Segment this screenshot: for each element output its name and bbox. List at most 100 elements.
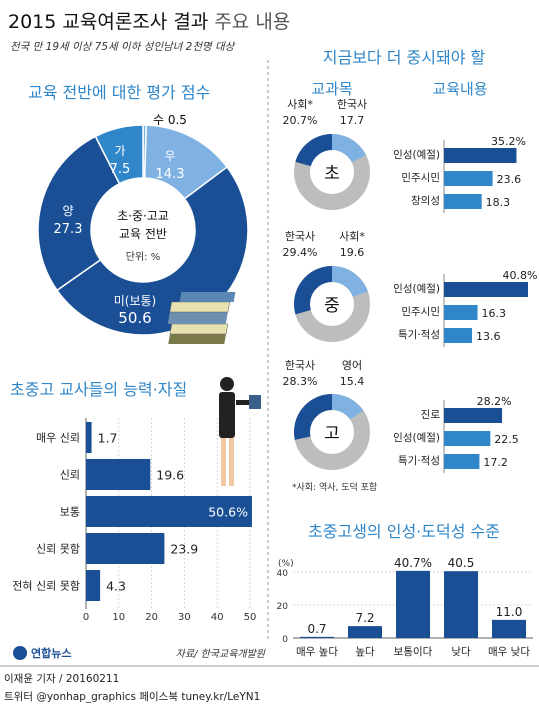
bar [300,636,334,638]
bar [444,571,478,638]
category-label: 보통 [60,506,80,519]
content-label: 민주시민 [401,306,440,318]
pie-slice-value: 7.5 [110,162,131,177]
y-tick-label: 0 [282,635,288,645]
bar [348,626,382,638]
page-subtitle: 전국 만 19세 이상 75세 이하 성인남녀 2천명 대상 [10,41,236,53]
content-label: 인성(예절) [393,282,440,295]
category-label: 매우 신뢰 [36,432,80,445]
content-value: 22.5 [494,433,518,446]
x-tick-label: 50 [244,612,257,623]
logo-icon [13,646,27,660]
donut-level-label: 초 [324,164,340,184]
teacher-bar-chart: 0 10 20 30 40 50 매우 신뢰 1.7 신뢰 19.6 보통 50.6% 신뢰 못함 23.… [12,418,256,623]
content-value: 40.8% [503,269,538,282]
source-text: 자료/ 한국교육개발원 [176,648,266,660]
category-label: 전혀 신뢰 못함 [12,580,80,593]
logo-text: 연합뉴스 [31,646,71,660]
content-label: 진로 [421,409,441,421]
y-tick-label: 20 [277,602,289,612]
content-value: 23.6 [497,173,522,186]
subject-name: 사회* [339,230,365,243]
content-value: 18.3 [486,196,511,209]
content-label: 민주시민 [401,172,440,184]
credit-text: 이재윤 기자 / 20160211 [4,673,119,685]
y-axis-label: (%) [278,559,294,569]
bar-value-label: 4.3 [106,579,126,594]
pie-unit-label: 단위: % [126,250,160,263]
donut-slice [332,394,364,420]
bar [396,570,430,638]
content-label: 특기·적성 [398,329,440,341]
content-label: 특기·적성 [398,455,440,467]
content-value: 16.3 [482,307,507,320]
bar-value-label: 11.0 [496,605,523,619]
subjects-col-subject: 교과목 [311,80,352,98]
x-tick-label: 10 [112,612,125,623]
content-bar [444,408,503,423]
content-bar [444,454,480,469]
content-value: 13.6 [476,330,501,343]
subject-value: 29.4% [283,246,318,259]
bar-value-label: 1.7 [98,431,118,446]
bar-value-label: 40.5 [448,556,475,570]
bar [86,533,165,564]
content-label: 인성(예절) [393,431,440,444]
bar-value-label: 23.9 [170,542,198,557]
content-label: 창의성 [411,195,440,207]
teacher-icon [219,377,261,486]
bar [86,570,101,601]
x-tick-label: 0 [83,612,89,623]
content-bar [444,305,478,320]
category-label: 신뢰 [60,469,80,482]
bar-value-label: 7.2 [355,611,374,625]
pie-chart-title: 교육 전반에 대한 평가 점수 [28,83,210,102]
pie-slice-label: 양 [62,204,73,218]
content-value: 35.2% [491,135,526,148]
pie-slice-label: 우 [164,149,175,163]
books-icon [167,292,236,344]
page-title-main: 2015 교육여론조사 결과 [8,11,208,33]
category-label: 낮다 [451,646,471,658]
content-bar [444,431,491,446]
content-bar [444,194,482,209]
subject-name: 한국사 [285,230,315,243]
donut-level-label: 고 [324,424,340,444]
category-label: 보통이다 [394,646,433,658]
donut-slice [294,266,332,315]
pie-center-hole [91,178,195,282]
bar [86,459,151,490]
pie-slice-value: 50.6 [118,309,151,327]
teacher-chart-title: 초중고 교사들의 능력·자질 [10,380,187,399]
donut-slice [332,266,368,297]
category-label: 높다 [355,646,375,658]
pie-slice-value: 14.3 [156,167,185,182]
subjects-col-content: 교육내용 [432,80,487,98]
x-tick-label: 40 [211,612,224,623]
bar-value-label: 40.7% [394,556,432,570]
content-bar [444,282,528,297]
subjects-footnote: *사회: 역사, 도덕 포함 [292,482,377,493]
content-bar [444,171,493,186]
character-bar-chart: (%) 0 20 40 0.7 매우 높다 7.2 높다 40.7% 보통이다 40.5 낮다 11.0… [277,556,533,658]
y-tick-label: 40 [277,569,289,579]
category-label: 신뢰 못함 [36,543,80,556]
content-value: 28.2% [477,395,512,408]
donut-slice [332,134,367,163]
x-tick-label: 20 [145,612,158,623]
page-title: 2015 교육여론조사 결과 주요 내용 [8,11,290,33]
subject-value: 19.6 [340,246,365,259]
subject-name: 한국사 [337,98,367,111]
donut-slice [295,134,332,167]
subject-name: 한국사 [285,359,315,372]
content-bar [444,328,472,343]
subject-name: 영어 [342,359,362,372]
pie-slice-label: 수 0.5 [153,113,187,127]
character-chart-title: 초중고생의 인성·도덕성 수준 [308,522,500,541]
subject-name: 사회* [287,98,313,111]
subject-value: 20.7% [283,114,318,127]
pie-slice-label: 가 [114,144,125,158]
